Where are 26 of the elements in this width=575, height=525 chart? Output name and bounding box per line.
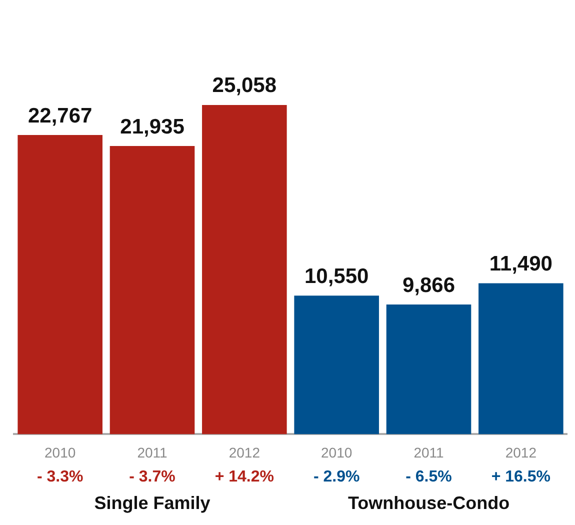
x-tick-label: 2012 (228, 444, 260, 460)
text: - 3.7% (129, 468, 176, 486)
bar (386, 304, 472, 434)
data-label: 22,767 (28, 104, 92, 128)
bar (18, 135, 102, 434)
bar (110, 146, 195, 434)
data-label: 11,490 (489, 252, 552, 276)
x-tick-label: 2011 (414, 444, 444, 460)
x-tick-label: 2010 (44, 444, 76, 460)
bar (294, 296, 379, 434)
x-tick-label: 2010 (321, 444, 352, 460)
text: Single Family (94, 492, 210, 513)
text: - 2.9% (313, 468, 360, 486)
x-tick-label: 2012 (505, 444, 537, 460)
bar (478, 283, 564, 434)
text: + 16.5% (491, 468, 550, 486)
text: - 3.3% (36, 468, 84, 486)
bar (202, 104, 287, 434)
data-label: 9,866 (402, 274, 456, 297)
text: + 14.2% (214, 468, 274, 486)
data-label: 21,935 (120, 115, 185, 138)
text: - 6.5% (406, 468, 452, 486)
data-label: 10,550 (304, 264, 369, 288)
text: Townhouse-Condo (348, 492, 510, 513)
x-tick-label: 2011 (137, 444, 168, 460)
data-label: 25,058 (212, 74, 277, 98)
